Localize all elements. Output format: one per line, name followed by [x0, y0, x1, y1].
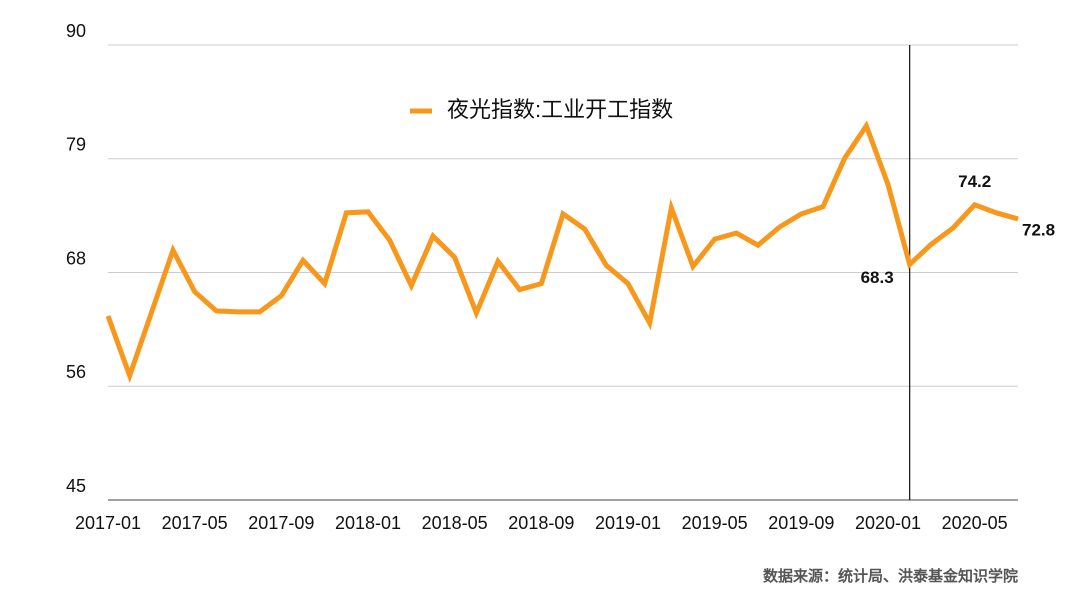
- y-tick-label: 56: [66, 362, 86, 382]
- data-label: 68.3: [861, 268, 894, 287]
- x-tick-label: 2018-05: [422, 513, 488, 533]
- x-tick-label: 2017-05: [162, 513, 228, 533]
- x-tick-label: 2018-09: [508, 513, 574, 533]
- source-note: 数据来源：统计局、洪泰基金知识学院: [763, 567, 1018, 585]
- data-label: 74.2: [958, 172, 991, 191]
- x-tick-label: 2020-01: [855, 513, 921, 533]
- y-tick-label: 68: [66, 248, 86, 268]
- y-tick-label: 79: [66, 135, 86, 155]
- y-tick-label: 90: [66, 21, 86, 41]
- x-tick-label: 2020-05: [942, 513, 1008, 533]
- series-line: [105, 120, 1019, 384]
- data-label: 72.8: [1022, 220, 1055, 239]
- x-tick-label: 2018-01: [335, 513, 401, 533]
- x-tick-label: 2019-05: [682, 513, 748, 533]
- x-tick-label: 2019-09: [768, 513, 834, 533]
- x-tick-label: 2017-01: [75, 513, 141, 533]
- legend-label: 夜光指数:工业开工指数: [447, 97, 673, 122]
- x-tick-label: 2019-01: [595, 513, 661, 533]
- y-tick-label: 45: [66, 476, 86, 496]
- x-tick-label: 2017-09: [248, 513, 314, 533]
